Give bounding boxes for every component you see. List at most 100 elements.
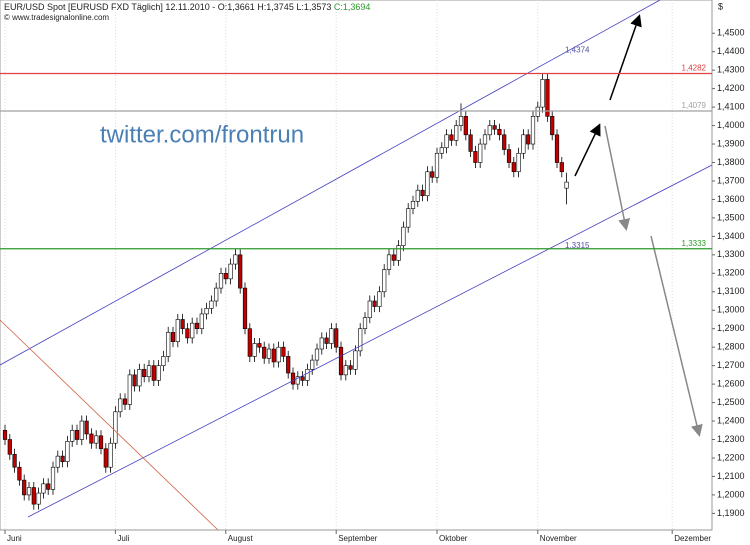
- candle-body: [305, 369, 310, 381]
- candle-body: [103, 448, 108, 468]
- candle-body: [46, 483, 51, 490]
- x-tick-label: Dezember: [674, 534, 711, 543]
- candle-body: [223, 273, 228, 280]
- candle-body: [358, 328, 363, 352]
- candle-body: [497, 128, 502, 136]
- candle-body: [430, 171, 435, 178]
- candle-body: [319, 337, 324, 350]
- candle-body: [271, 348, 276, 363]
- candle-body: [487, 125, 492, 136]
- candle-body: [554, 134, 560, 163]
- y-tick-label: 1,2500: [717, 397, 745, 407]
- channel-label: 1,4374: [565, 46, 590, 55]
- arrow: [574, 123, 601, 177]
- candle-body: [180, 319, 185, 330]
- candle-body: [266, 348, 272, 359]
- candle-body: [218, 273, 224, 289]
- candle-body: [425, 171, 430, 197]
- candle-body: [353, 350, 358, 370]
- candle-body: [338, 346, 344, 376]
- candle-body: [521, 134, 526, 154]
- y-tick-label: 1,3400: [717, 231, 745, 241]
- x-tick-label: August: [228, 534, 254, 543]
- candle-body: [156, 365, 161, 381]
- candle-body: [122, 398, 128, 405]
- candle-body: [36, 492, 41, 505]
- candle-body: [314, 348, 320, 361]
- candle-body: [410, 200, 416, 209]
- candle-body: [377, 291, 382, 307]
- candle-body: [540, 79, 545, 108]
- candle-body: [247, 328, 252, 357]
- candle-body: [526, 134, 531, 145]
- candle-body: [362, 317, 368, 330]
- candle-body: [50, 466, 56, 490]
- candle-body: [492, 125, 497, 130]
- candle-body: [60, 455, 65, 462]
- candle-body: [190, 322, 195, 339]
- candle-body: [367, 300, 372, 318]
- candle-body: [137, 369, 142, 387]
- close-text: C:1,3694: [334, 2, 371, 12]
- candle-body: [458, 116, 464, 126]
- candle-body: [17, 466, 22, 481]
- candle-body: [535, 106, 540, 117]
- candle-body: [108, 442, 113, 468]
- y-tick-label: 1,1900: [717, 508, 745, 518]
- candle-body: [420, 189, 425, 197]
- y-tick-label: 1,3200: [717, 268, 745, 278]
- candle-body: [559, 162, 564, 173]
- y-tick-label: 1,4200: [717, 83, 745, 93]
- candle-body: [545, 79, 550, 117]
- title: EUR/USD Spot [EURUSD FXD Täglich] 12.11.…: [4, 2, 370, 12]
- candle-body: [415, 189, 420, 202]
- channel-upper: [0, 0, 661, 366]
- y-tick-label: 1,2100: [717, 471, 745, 481]
- candle-body: [449, 134, 454, 141]
- candle-body: [194, 322, 200, 330]
- candle-body: [12, 453, 17, 468]
- candle-body: [262, 346, 267, 359]
- arrow: [609, 14, 642, 101]
- candle-body: [281, 346, 286, 357]
- y-tick-label: 1,3600: [717, 194, 745, 204]
- y-tick-label: 1,4400: [717, 46, 745, 56]
- candle-body: [401, 226, 406, 246]
- y-tick-label: 1,4100: [717, 101, 745, 111]
- candle-body: [118, 398, 123, 413]
- y-tick-label: 1,2200: [717, 452, 745, 462]
- y-tick-label: 1,4300: [717, 65, 745, 75]
- candle-body: [290, 372, 296, 385]
- candle-body: [228, 263, 233, 280]
- candle-body: [334, 328, 339, 348]
- level-label: 1,4282: [682, 64, 707, 73]
- candle-body: [146, 365, 152, 378]
- candle-body: [84, 420, 89, 435]
- candle-body: [89, 433, 94, 444]
- candle-body: [295, 376, 300, 385]
- candle-body: [113, 411, 118, 444]
- trend-line: [0, 319, 219, 531]
- candle-body: [506, 149, 512, 163]
- candle-body: [209, 300, 214, 309]
- y-tick-label: 1,3000: [717, 305, 745, 315]
- candle-body: [55, 455, 60, 468]
- candle-body: [7, 439, 12, 455]
- currency: $: [718, 1, 723, 11]
- candle-body: [94, 435, 99, 444]
- y-tick-label: 1,3500: [717, 212, 745, 222]
- y-tick-label: 1,3100: [717, 286, 745, 296]
- watermark: twitter.com/frontrun: [100, 121, 304, 148]
- arrow: [650, 235, 703, 437]
- level-label: 1,4079: [682, 101, 707, 110]
- candle-body: [166, 332, 171, 357]
- candle-body: [530, 116, 536, 145]
- candle-body: [386, 254, 392, 270]
- candle-body: [233, 254, 238, 265]
- candle-body: [468, 134, 473, 152]
- y-tick-label: 1,2400: [717, 415, 745, 425]
- candle-body: [382, 269, 387, 293]
- x-tick-label: Juni: [7, 534, 22, 543]
- candle-body: [300, 376, 305, 381]
- candle-body: [65, 441, 70, 462]
